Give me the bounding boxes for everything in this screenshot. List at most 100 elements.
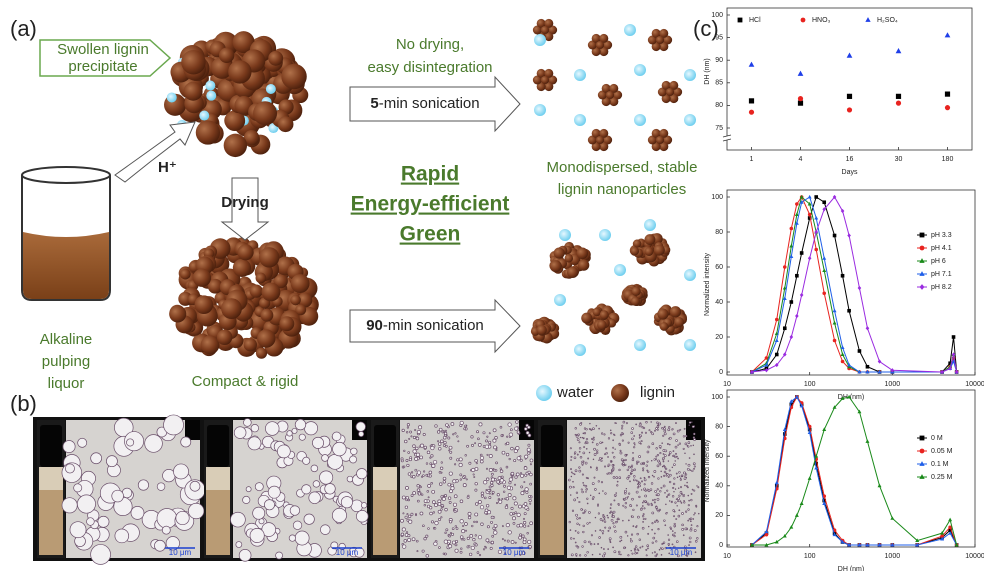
droplet — [570, 530, 571, 531]
droplet — [511, 447, 514, 450]
droplet — [441, 462, 443, 464]
droplet — [685, 443, 687, 445]
droplet — [619, 554, 620, 555]
droplet — [304, 514, 314, 524]
no-drying-text: No drying, — [396, 36, 464, 53]
droplet — [460, 500, 463, 503]
droplet — [487, 526, 489, 528]
droplet — [594, 477, 595, 478]
droplet — [480, 456, 483, 459]
droplet — [629, 481, 630, 482]
droplet — [691, 422, 692, 423]
data-point — [822, 291, 826, 295]
droplet — [587, 498, 589, 500]
droplet — [573, 538, 574, 539]
droplet — [636, 461, 638, 463]
droplet — [115, 529, 129, 543]
lignin-particle — [631, 287, 640, 296]
data-point — [841, 360, 845, 364]
droplet — [637, 484, 638, 485]
legend-label: HCl — [749, 17, 761, 24]
lignin-particle — [581, 313, 592, 324]
droplet — [610, 511, 612, 513]
lignin-particle — [644, 234, 655, 245]
droplet — [411, 476, 413, 478]
droplet — [500, 479, 503, 482]
droplet — [426, 463, 428, 465]
lignin-particle — [221, 298, 242, 319]
droplet — [585, 462, 587, 464]
droplet — [428, 528, 430, 530]
droplet — [412, 538, 415, 541]
droplet — [302, 485, 311, 494]
data-point — [808, 476, 812, 480]
droplet — [590, 543, 592, 545]
lignin-particle — [656, 36, 664, 44]
droplet — [605, 493, 607, 495]
droplet — [449, 535, 451, 537]
droplet — [655, 490, 657, 492]
droplet — [239, 549, 251, 561]
droplet — [516, 473, 519, 476]
droplet — [409, 438, 410, 439]
droplet — [617, 481, 618, 482]
droplet — [689, 500, 690, 501]
droplet — [475, 459, 478, 462]
droplet — [636, 491, 638, 493]
droplet — [515, 512, 517, 514]
droplet — [673, 510, 675, 512]
droplet — [689, 425, 690, 426]
droplet — [647, 470, 648, 471]
data-point — [948, 518, 952, 522]
data-point — [847, 53, 853, 58]
droplet — [491, 541, 494, 544]
droplet — [513, 513, 515, 515]
droplet — [652, 443, 654, 445]
droplet — [511, 507, 513, 509]
droplet — [659, 549, 660, 550]
droplet — [654, 552, 655, 553]
droplet — [480, 505, 484, 509]
droplet — [648, 526, 649, 527]
charts: 7580859095100DH (nm)Days141630180HClHNO₃… — [704, 8, 984, 571]
droplet — [664, 428, 666, 430]
data-point — [833, 234, 837, 238]
droplet — [668, 429, 670, 431]
droplet — [500, 426, 502, 428]
droplet — [477, 438, 479, 440]
droplet — [459, 463, 462, 466]
droplet — [112, 490, 124, 502]
droplet — [652, 529, 653, 530]
droplet — [520, 474, 523, 477]
droplet — [599, 537, 601, 539]
droplet — [615, 423, 616, 424]
droplet — [694, 514, 695, 515]
droplet — [628, 555, 629, 556]
droplet — [463, 539, 465, 541]
droplet — [409, 458, 412, 461]
droplet — [481, 523, 484, 526]
droplet — [585, 510, 587, 512]
droplet — [651, 483, 653, 485]
droplet — [439, 483, 442, 486]
droplet — [609, 527, 611, 529]
droplet — [446, 529, 448, 531]
droplet — [514, 427, 517, 430]
droplet — [500, 468, 502, 470]
droplet — [694, 513, 695, 514]
lignin-particle — [554, 247, 565, 258]
droplet — [423, 433, 425, 435]
droplet — [631, 465, 633, 467]
vial-content — [39, 490, 63, 555]
droplet — [493, 429, 496, 432]
lignin-icon — [611, 384, 629, 402]
droplet — [613, 516, 615, 518]
lignin-particle — [228, 60, 251, 83]
droplet — [586, 491, 587, 492]
droplet — [602, 491, 603, 492]
droplet — [454, 510, 456, 512]
droplet — [325, 483, 336, 494]
legend-label: pH 6 — [931, 258, 946, 265]
droplet — [434, 528, 436, 530]
droplet — [508, 423, 512, 427]
